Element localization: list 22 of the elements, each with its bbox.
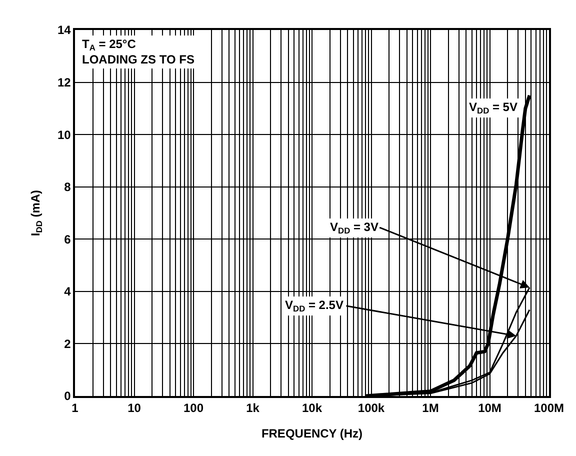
- x-tick-label: 10k: [302, 401, 322, 416]
- x-tick-label: 1k: [246, 401, 260, 416]
- series-label: V$_{DD}$ = 5V: [469, 100, 518, 116]
- x-tick-label: 100: [183, 401, 204, 416]
- x-tick-label: 1: [72, 401, 79, 416]
- y-tick-label: 8: [64, 180, 72, 194]
- y-tick-label: 12: [57, 75, 72, 90]
- text: V$_{DD}$ = 3V: [330, 220, 378, 236]
- x-tick-label: 100k: [358, 401, 385, 416]
- y-tick-label: 0: [64, 389, 72, 404]
- y-tick-label: 6: [64, 232, 72, 246]
- y-tick-label: 10: [57, 128, 72, 142]
- annotation: T$_{A}$ = 25°C LOADING ZS TO FS: [82, 37, 194, 67]
- x-axis-title: FREQUENCY (Hz): [261, 426, 363, 441]
- x-tick-label: 1M: [422, 401, 439, 416]
- x-tick-label: 100M: [534, 401, 564, 416]
- text: V$_{DD}$ = 2.5V: [285, 298, 344, 314]
- y-tick-label: 4: [64, 284, 72, 299]
- y-tick-label: 2: [64, 336, 72, 351]
- x-tick-label: 10: [128, 401, 142, 416]
- x-tick-label: 10M: [478, 401, 502, 416]
- y-tick-label: 14: [57, 23, 72, 38]
